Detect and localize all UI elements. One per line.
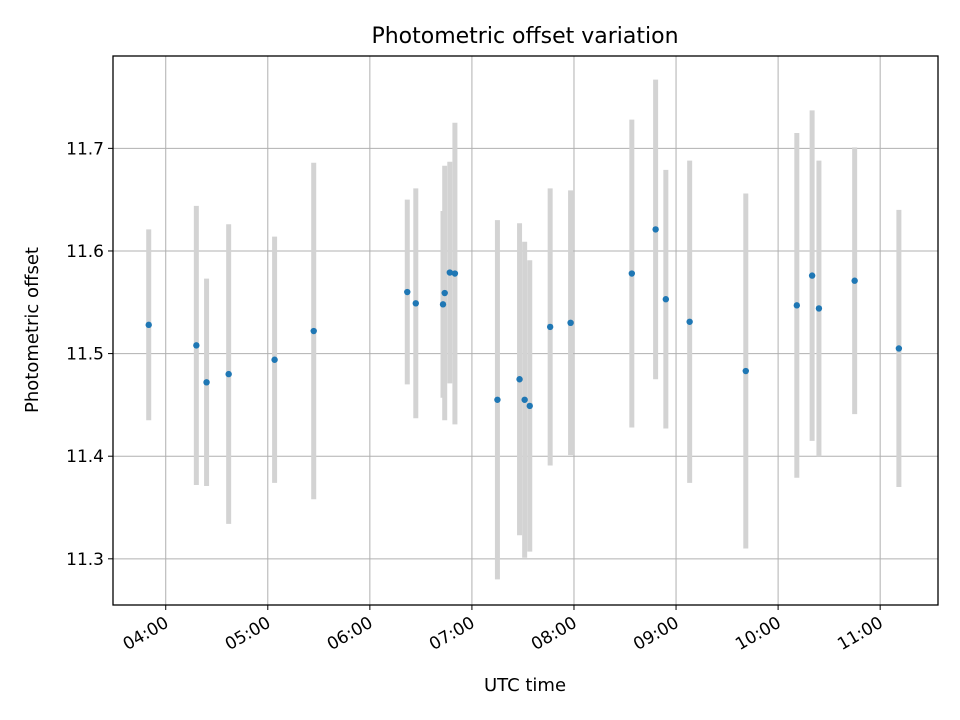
- x-tick-label: 06:00: [324, 613, 376, 655]
- data-point: [203, 379, 210, 386]
- data-point: [439, 301, 447, 308]
- data-point: [567, 319, 574, 327]
- y-tick-label: 11.7: [66, 139, 104, 159]
- y-tick-label: 11.3: [66, 550, 104, 570]
- data-point: [686, 318, 693, 325]
- data-point: [451, 270, 459, 277]
- data-point: [742, 367, 749, 375]
- data-point: [441, 289, 448, 297]
- grid: [113, 56, 938, 605]
- data-point: [895, 345, 903, 352]
- x-tick-label: 11:00: [834, 613, 886, 655]
- data-point: [412, 300, 419, 307]
- x-tick-label: 07:00: [426, 613, 478, 655]
- y-tick-label: 11.5: [66, 345, 104, 365]
- x-tick-label: 10:00: [732, 613, 784, 655]
- data-point: [815, 305, 823, 312]
- data-point: [193, 342, 200, 349]
- data-point: [404, 288, 411, 296]
- data-points: [145, 226, 903, 410]
- data-point: [225, 370, 232, 378]
- data-point: [446, 269, 454, 276]
- data-point: [851, 277, 858, 284]
- x-tick-label: 05:00: [222, 613, 274, 655]
- data-point: [494, 396, 501, 403]
- x-tick-label: 08:00: [528, 613, 580, 655]
- data-point: [521, 396, 528, 403]
- y-axis-label: Photometric offset: [22, 247, 43, 413]
- data-point: [793, 302, 801, 309]
- data-point: [145, 321, 152, 329]
- data-point: [271, 356, 278, 363]
- data-point: [652, 226, 659, 233]
- data-point: [546, 323, 554, 331]
- data-point: [516, 376, 523, 383]
- y-axis-ticks: 11.3 11.4 11.5 11.6 11.7: [66, 139, 113, 570]
- x-axis-label: UTC time: [484, 675, 566, 696]
- y-tick-label: 11.4: [66, 447, 104, 467]
- data-point: [662, 296, 670, 303]
- data-point: [310, 327, 317, 335]
- plot-frame: [112, 55, 939, 606]
- error-bars: [146, 79, 902, 580]
- data-point: [808, 272, 816, 279]
- y-tick-label: 11.6: [66, 242, 104, 262]
- x-tick-label: 09:00: [630, 613, 682, 655]
- data-point: [628, 270, 636, 277]
- x-axis-ticks: 04:00 05:00 06:00 07:00 08:00 09:00 10:00 11:00: [120, 605, 887, 655]
- chart-title: Photometric offset variation: [371, 24, 678, 49]
- x-tick-label: 04:00: [120, 613, 172, 655]
- data-point: [526, 402, 533, 410]
